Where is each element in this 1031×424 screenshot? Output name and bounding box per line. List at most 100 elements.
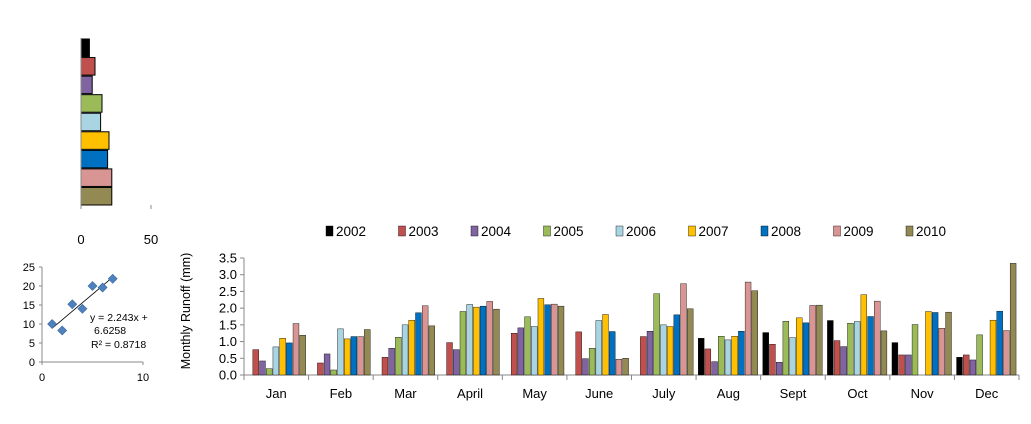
hbar-2007 bbox=[80, 131, 110, 150]
scatter-y-tick-label: 0 bbox=[29, 357, 35, 369]
hbar-2010 bbox=[80, 186, 113, 206]
x-tick-label: July bbox=[652, 386, 676, 401]
bar-2004-Aug bbox=[711, 361, 718, 376]
bar-2004-May bbox=[517, 327, 524, 376]
bar-2008-Nov bbox=[931, 312, 939, 376]
hbar-2008 bbox=[80, 149, 109, 169]
bar-2003-May bbox=[510, 333, 518, 376]
legend-swatch-2008 bbox=[760, 225, 769, 237]
bar-2010-Dec bbox=[1009, 263, 1017, 376]
bar-2007-June bbox=[602, 314, 609, 376]
bar-2003-July bbox=[640, 336, 647, 376]
bar-2007-Nov bbox=[925, 311, 932, 376]
bar-2004-July bbox=[646, 331, 654, 376]
bar-2007-May bbox=[537, 298, 545, 376]
bar-2008-April bbox=[479, 305, 487, 376]
bar-2010-Oct bbox=[880, 330, 888, 376]
bar-2008-June bbox=[609, 331, 616, 376]
bar-2008-Oct bbox=[867, 316, 874, 376]
legend-swatch-2009 bbox=[833, 225, 841, 237]
scatter-point bbox=[47, 319, 58, 329]
bar-2007-Sept bbox=[796, 317, 803, 376]
bar-2009-Mar bbox=[422, 305, 429, 376]
legend: 2002 2003 2004 2005 2006 2007 2008 2009 2010 bbox=[325, 224, 946, 239]
horizontal-bar-chart: 0 50 bbox=[77, 38, 158, 247]
y-tick-label: 2.5 bbox=[219, 284, 237, 299]
legend-label-2010: 2010 bbox=[916, 224, 946, 239]
bar-2009-Oct bbox=[874, 300, 881, 376]
legend-swatch-2006 bbox=[615, 225, 624, 237]
y-tick-label: 0.5 bbox=[219, 351, 237, 366]
scatter-y-tick-label: 20 bbox=[23, 281, 35, 293]
bar-2005-Aug bbox=[718, 336, 725, 376]
scatter-x-tick-label: 0 bbox=[39, 372, 45, 384]
hbar-2003 bbox=[80, 57, 96, 76]
bar-2007-Jan bbox=[279, 338, 286, 376]
bar-2006-Jan bbox=[272, 346, 280, 376]
bar-2010-July bbox=[687, 308, 694, 376]
bar-2004-Feb bbox=[323, 353, 331, 376]
scatter-y-tick-label: 15 bbox=[23, 300, 35, 312]
bar-2009-Jan bbox=[292, 323, 300, 376]
hbar-x-tick-label: 50 bbox=[144, 232, 158, 247]
y-tick-label: 3.5 bbox=[219, 251, 237, 266]
x-tick-label: Aug bbox=[717, 386, 740, 401]
legend-swatch-2010 bbox=[905, 225, 914, 237]
bar-2005-Nov bbox=[911, 324, 919, 376]
bar-2009-Feb bbox=[357, 336, 364, 376]
bar-2006-Feb bbox=[337, 328, 344, 376]
bar-2009-Aug bbox=[744, 281, 752, 376]
scatter-point bbox=[77, 303, 88, 314]
x-tick-label: Feb bbox=[330, 386, 352, 401]
bar-2008-Jan bbox=[286, 342, 293, 376]
hbar-2002 bbox=[80, 38, 90, 58]
bar-2009-Nov bbox=[938, 328, 945, 376]
bar-2005-May bbox=[524, 316, 531, 376]
x-tick-label: Oct bbox=[847, 386, 868, 401]
bar-2007-Feb bbox=[344, 338, 351, 376]
monthly-runoff-chart: 2002 2003 2004 2005 2006 2007 2008 2009 2010 Mon… bbox=[179, 224, 1020, 401]
bar-2005-Sept bbox=[782, 320, 790, 376]
bar-2003-Oct bbox=[833, 340, 841, 376]
bar-2002-Aug bbox=[698, 338, 705, 376]
bar-2005-June bbox=[588, 348, 596, 376]
bar-2006-Aug bbox=[724, 339, 732, 376]
legend-label-2009: 2009 bbox=[844, 224, 874, 239]
bar-2009-Sept bbox=[809, 305, 816, 376]
legend-label-2005: 2005 bbox=[554, 224, 584, 239]
bar-2006-April bbox=[466, 304, 473, 376]
bar-2006-May bbox=[531, 326, 538, 376]
x-tick-label: Sept bbox=[780, 386, 807, 401]
bar-2010-Sept bbox=[816, 304, 823, 376]
bar-2006-Mar bbox=[401, 324, 409, 376]
bar-2002-Sept bbox=[762, 332, 769, 376]
bar-2003-April bbox=[446, 342, 453, 376]
bar-2005-July bbox=[653, 293, 660, 376]
bar-2008-Feb bbox=[350, 336, 358, 376]
bar-2007-Aug bbox=[731, 336, 738, 376]
scatter-point bbox=[57, 325, 68, 336]
bar-2005-Feb bbox=[330, 369, 337, 376]
x-tick-label: Jan bbox=[266, 386, 287, 401]
bar-2004-Jan bbox=[259, 360, 266, 376]
x-tick-label: Mar bbox=[394, 386, 417, 401]
x-tick-label: Nov bbox=[911, 386, 935, 401]
bar-2005-April bbox=[459, 311, 467, 376]
legend-label-2003: 2003 bbox=[409, 224, 439, 239]
bar-2007-Oct bbox=[860, 294, 867, 376]
scatter-point bbox=[107, 273, 118, 284]
bar-2009-June bbox=[615, 359, 623, 376]
bar-2003-Jan bbox=[252, 349, 259, 376]
legend-swatch-2005 bbox=[543, 225, 551, 237]
legend-swatch-2004 bbox=[470, 225, 479, 237]
scatter-point bbox=[87, 281, 98, 291]
bar-2004-April bbox=[453, 349, 460, 376]
legend-label-2007: 2007 bbox=[699, 224, 729, 239]
x-tick-label: Dec bbox=[975, 386, 999, 401]
bar-2010-June bbox=[622, 358, 629, 376]
bar-2004-Oct bbox=[840, 346, 847, 376]
bar-2003-Mar bbox=[381, 357, 389, 376]
bar-2003-Aug bbox=[704, 348, 712, 376]
legend-swatch-2002 bbox=[325, 225, 334, 237]
